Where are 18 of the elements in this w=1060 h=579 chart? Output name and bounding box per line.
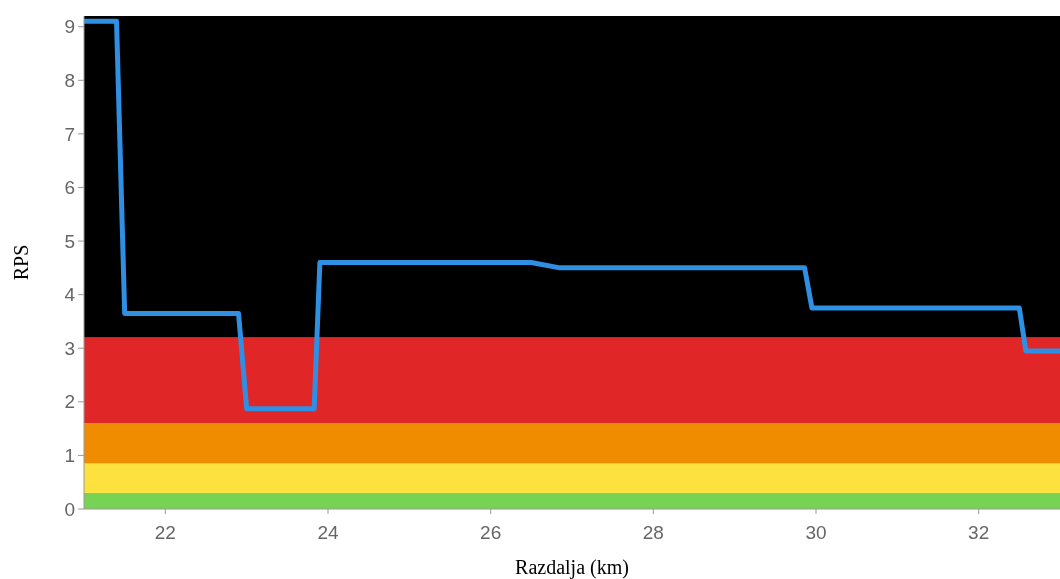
y-tick-label: 3: [64, 337, 75, 359]
x-tick-label: 30: [805, 522, 827, 543]
y-tick-label: 1: [64, 445, 75, 467]
x-tick-label: 22: [154, 522, 176, 543]
y-tick-label: 0: [64, 498, 75, 520]
x-tick-label: 28: [642, 522, 664, 543]
x-tick-label: 26: [480, 522, 502, 543]
x-tick-label: 24: [317, 522, 339, 543]
y-tick-label: 7: [64, 123, 75, 145]
x-tick-label: 32: [968, 522, 990, 543]
y-tick-label: 8: [64, 69, 75, 91]
y-tick-label: 9: [64, 16, 75, 38]
y-tick-label: 5: [64, 230, 75, 252]
y-tick-label: 4: [64, 284, 76, 306]
y-tick-label: 2: [64, 391, 75, 413]
y-axis-title: RPS: [10, 244, 32, 281]
x-axis-title: Razdalja (km): [515, 556, 629, 579]
y-tick-label: 6: [64, 177, 75, 199]
